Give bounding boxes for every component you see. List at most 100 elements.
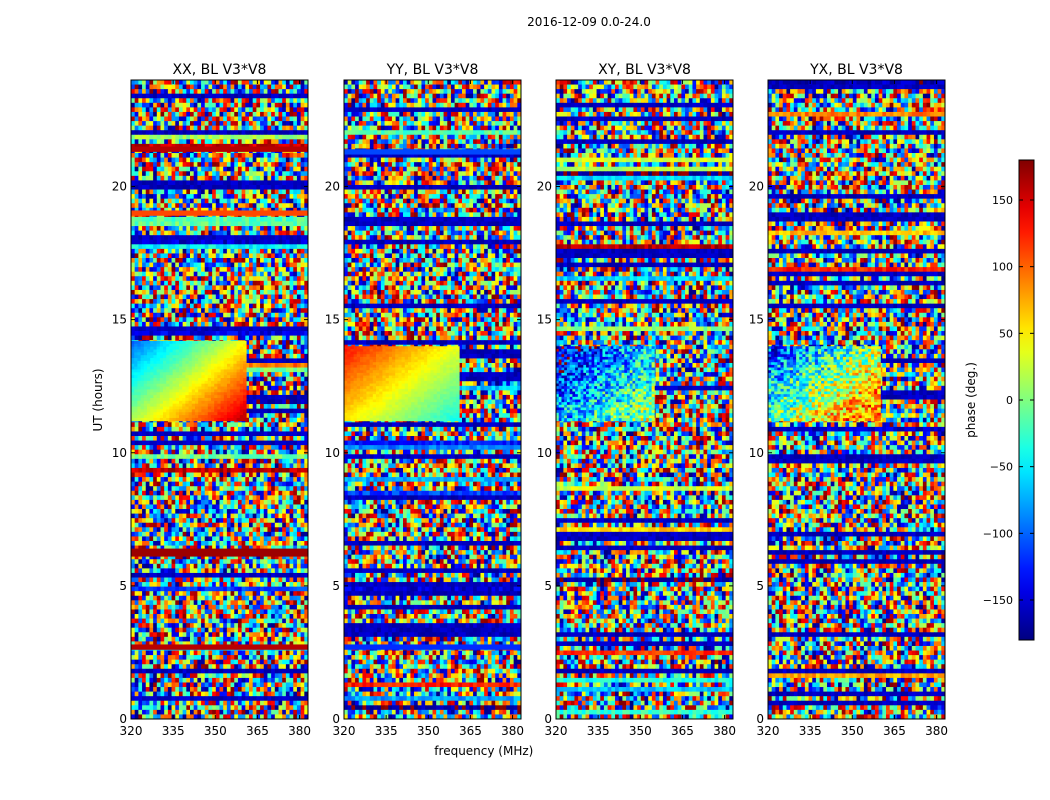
phase-cell [175,102,180,108]
phase-cell [175,194,180,200]
phase-cell [156,536,161,542]
phase-cell [201,477,206,483]
phase-cell [167,422,172,428]
phase-cell [193,226,198,232]
phase-cell [241,180,246,186]
phase-cell [204,116,209,122]
phase-cell [267,518,272,524]
phase-cell [282,162,287,168]
phase-cell [223,262,228,268]
phase-cell [193,271,198,277]
phase-cell [289,509,294,514]
phase-cell [271,198,276,204]
phase-cell [164,89,169,95]
phase-cell [263,89,268,95]
phase-cell [256,312,261,318]
phase-cell [193,294,198,300]
phase-cell [289,381,294,387]
phase-cell [182,335,187,341]
phase-cell [145,162,150,168]
phase-cell [175,545,180,551]
phase-cell [285,262,290,268]
phase-cell [182,303,187,309]
phase-cell [182,308,187,314]
phase-cell [182,536,187,542]
phase-cell [145,153,150,158]
phase-cell [300,399,305,405]
phase-cell [178,244,184,250]
phase-cell [201,467,206,473]
phase-cell [226,326,231,332]
phase-cell [230,449,235,455]
phase-cell [234,422,239,428]
phase-cell [186,495,191,501]
phase-cell [267,166,272,172]
phase-cell [289,513,294,519]
phase-cell [300,321,305,327]
phase-cell [175,335,180,341]
phase-cell [171,545,176,551]
phase-cell [131,262,136,268]
phase-cell [296,84,302,90]
phase-cell [237,426,243,432]
phase-cell [241,166,246,172]
phase-cell [263,358,268,364]
phase-cell [186,175,191,181]
phase-cell [156,153,161,158]
phase-cell [289,376,294,382]
phase-cell [131,280,136,286]
phase-cell [167,93,172,99]
phase-cell [289,184,294,190]
phase-cell [226,540,231,546]
phase-cell [175,518,180,524]
phase-cell [182,267,187,273]
phase-cell [252,267,257,273]
phase-cell [226,431,231,437]
phase-cell [263,226,268,232]
phase-cell [171,449,176,455]
phase-cell [293,258,298,263]
phase-cell [267,399,272,405]
phase-cell [208,130,213,136]
phase-cell [263,372,268,378]
phase-cell [160,239,165,245]
phase-cell [175,490,180,496]
phase-cell [267,157,272,163]
phase-cell [300,499,305,505]
phase-cell [223,267,228,273]
phase-cell [237,317,243,323]
phase-cell [131,153,136,158]
phase-cell [182,102,187,108]
phase-cell [164,463,169,469]
phase-cell [149,331,154,336]
phase-cell [201,239,206,245]
phase-cell [241,540,246,546]
phase-cell [234,509,239,514]
phase-cell [164,522,169,528]
phase-cell [160,294,165,300]
phase-cell [223,335,228,341]
phase-cell [149,235,154,241]
phase-cell [263,436,268,441]
phase-cell [285,230,290,236]
phase-cell [230,262,235,268]
phase-cell [241,490,246,496]
phase-cell [237,184,243,190]
phase-cell [263,216,268,222]
phase-cell [260,153,265,158]
phase-cell [267,422,272,428]
phase-cell [256,153,261,158]
phase-cell [293,267,298,273]
phase-cell [256,463,261,469]
phase-cell [138,153,143,158]
phase-cell [260,540,265,546]
phase-cell [160,522,165,528]
phase-cell [296,417,302,423]
phase-cell [149,226,154,232]
phase-cell [175,267,180,273]
phase-cell [153,504,158,510]
phase-cell [145,486,150,492]
phase-cell [215,162,220,168]
phase-cell [134,504,139,510]
phase-cell [164,472,169,478]
